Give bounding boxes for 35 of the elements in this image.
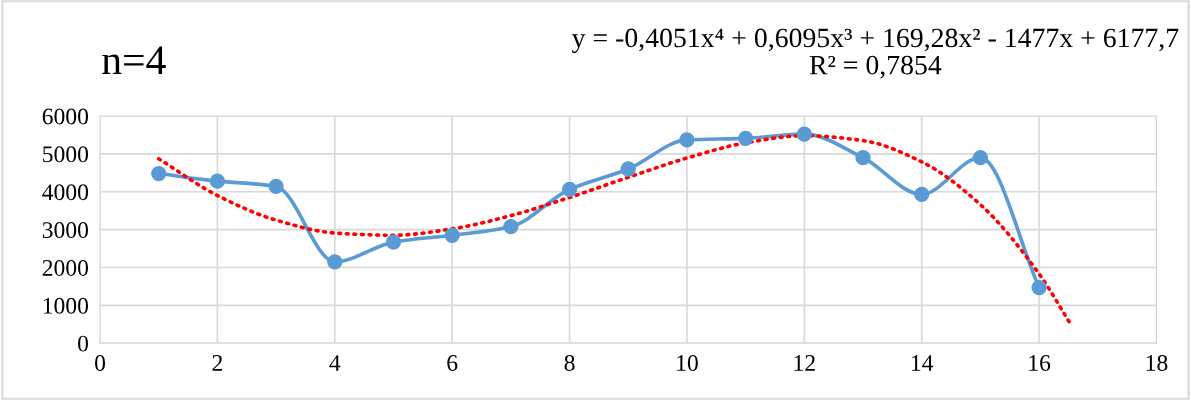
y-tick-label: 0 [78,335,89,352]
point [561,181,578,198]
x-tick-label: 14 [911,355,934,371]
point [385,234,402,250]
y-tick-label: 2000 [42,259,89,276]
point [444,227,460,243]
point [1031,279,1047,296]
point [503,218,519,235]
x-tick-label: 2 [212,355,223,371]
point [796,126,812,142]
point [914,186,930,203]
point [151,165,167,182]
point [972,150,989,166]
point [209,173,226,189]
y-tick-label: 5000 [43,146,89,163]
x-tick-label: 12 [794,355,815,371]
point [268,178,284,195]
x-tick-label: 8 [564,354,575,371]
x-tick-label: 10 [677,354,698,371]
point [679,132,695,148]
point [327,254,343,270]
y-tick-label: 4000 [42,184,89,201]
x-tick-label: 4 [329,355,341,371]
point [855,150,871,166]
text: y = -0,4051x⁴ + 0,6095x³ + 169,28x² - 1477x + 6177,7 R² = 0,7854 [571,28,1179,79]
y-tick-label: 3000 [42,222,89,239]
chart-title: n=4 [102,46,166,75]
x-tick-label: 0 [95,354,106,371]
x-tick-label: 18 [1146,354,1168,371]
x-tick-label: 16 [1029,355,1051,371]
point [620,161,636,177]
y-tick-label: 1000 [43,297,89,314]
point [737,130,754,146]
y-tick-label: 6000 [42,108,89,125]
x-tick-label: 6 [447,355,458,371]
